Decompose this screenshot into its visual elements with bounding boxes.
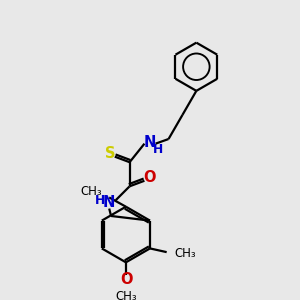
Text: CH₃: CH₃	[115, 290, 137, 300]
Text: O: O	[143, 170, 155, 185]
Text: N: N	[144, 135, 156, 150]
Text: H: H	[95, 194, 105, 207]
Text: CH₃: CH₃	[80, 185, 102, 198]
Text: S: S	[105, 146, 116, 161]
Text: O: O	[121, 272, 133, 287]
Text: N: N	[103, 196, 116, 211]
Text: CH₃: CH₃	[174, 247, 196, 260]
Text: H: H	[153, 143, 164, 156]
